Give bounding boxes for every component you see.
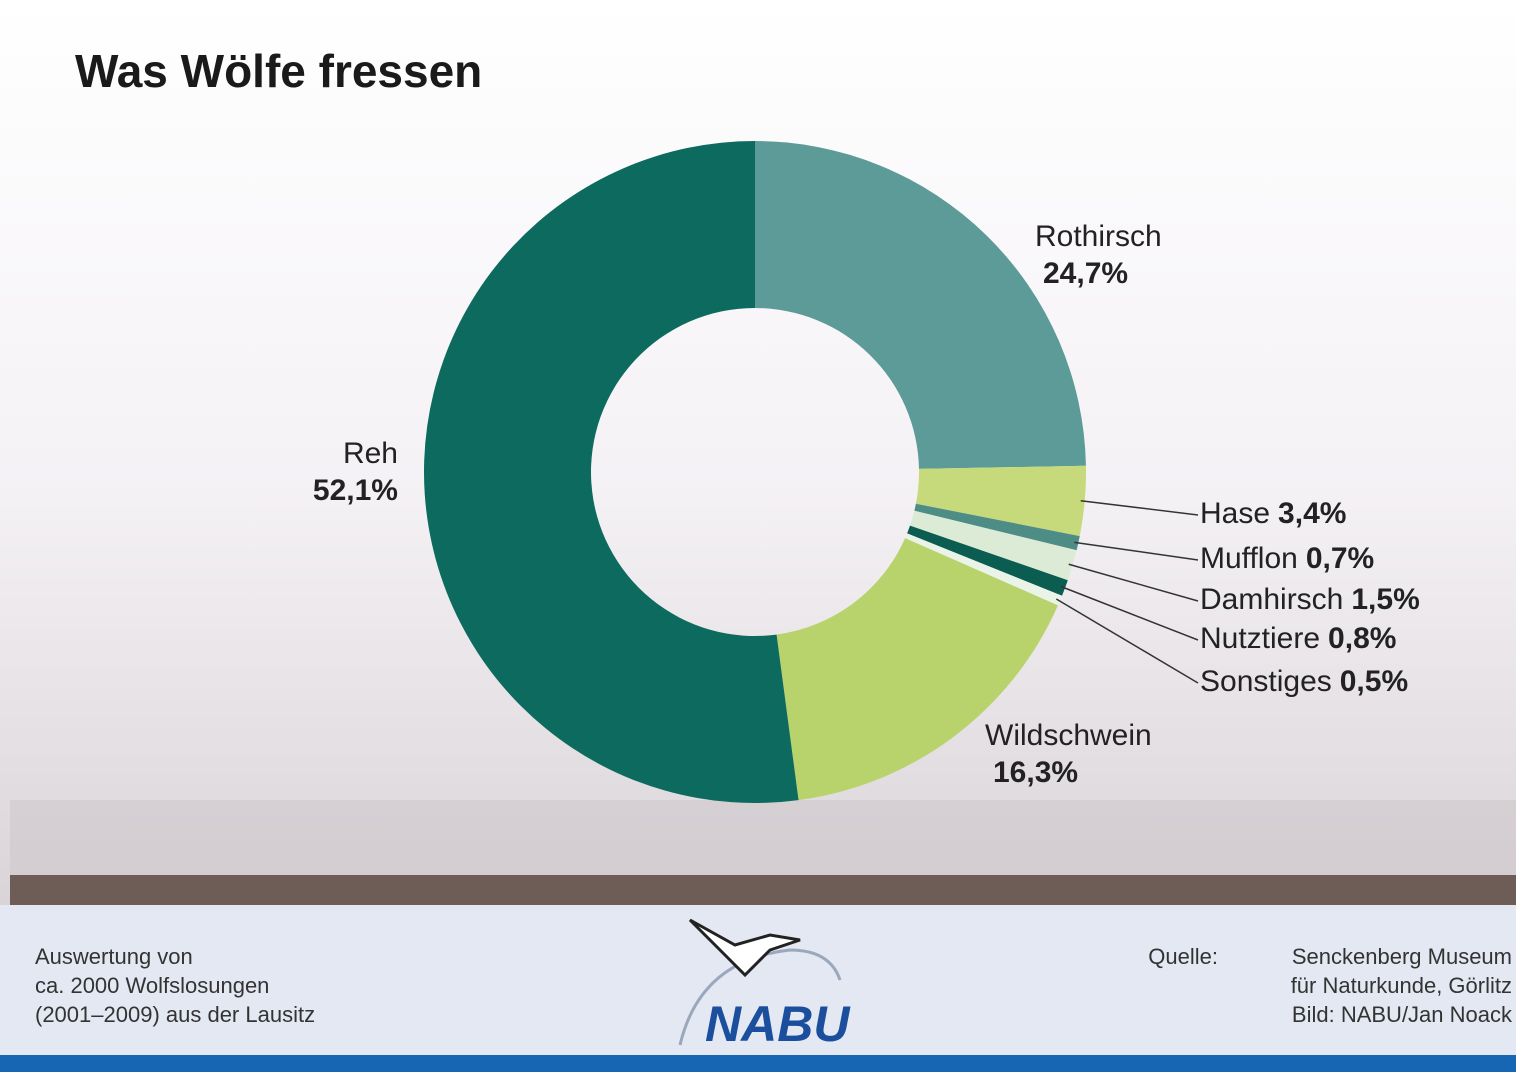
slice-name: Damhirsch	[1200, 583, 1343, 616]
slice-label: Nutztiere 0,8%	[1200, 622, 1396, 655]
leader-line	[1060, 585, 1199, 641]
slice-value-label: 0,5%	[1340, 665, 1408, 698]
slice-value-label: 3,4%	[1278, 497, 1346, 530]
leader-line	[1068, 563, 1199, 602]
slice-value-label: 52,1%	[313, 474, 398, 507]
slice-label: Rothirsch	[1035, 220, 1162, 253]
source-label: Quelle:	[1148, 944, 1218, 969]
leader-line	[1080, 499, 1199, 516]
ground	[10, 875, 1516, 905]
donut-slice	[914, 503, 1080, 551]
footer-source: für Naturkunde, Görlitz	[1291, 973, 1512, 998]
footer-bg	[0, 905, 1516, 1055]
water	[10, 800, 1516, 880]
footer-note: (2001–2009) aus der Lausitz	[35, 1002, 315, 1027]
logo-arc	[678, 948, 842, 1046]
chart-title: Was Wölfe fressen	[75, 45, 482, 97]
logo-stork	[688, 918, 801, 978]
donut-slice	[423, 141, 799, 803]
leader-line	[1055, 598, 1199, 684]
footer-source: Bild: NABU/Jan Noack	[1292, 1002, 1513, 1027]
slice-label: Damhirsch 1,5%	[1200, 583, 1420, 616]
slice-value-label: 0,7%	[1306, 542, 1374, 575]
footer-note: Auswertung von	[35, 944, 193, 969]
slice-label: Reh	[343, 437, 398, 470]
leader-line	[1074, 541, 1199, 561]
footer-source: Senckenberg Museum	[1292, 944, 1512, 969]
slice-value-label: 1,5%	[1351, 583, 1419, 616]
donut-slice	[907, 525, 1068, 596]
donut-slice	[915, 465, 1086, 537]
slice-label: Sonstiges 0,5%	[1200, 665, 1408, 698]
slice-value-label: 16,3%	[993, 756, 1078, 789]
donut-slice	[905, 533, 1062, 606]
slice-label: Hase 3,4%	[1200, 497, 1346, 530]
slice-value-label: 24,7%	[1043, 257, 1128, 290]
slice-label: Mufflon 0,7%	[1200, 542, 1374, 575]
slice-name: Sonstiges	[1200, 665, 1332, 698]
slice-value-label: 0,8%	[1328, 622, 1396, 655]
logo-text: NABU	[705, 996, 851, 1052]
donut-slice	[909, 510, 1077, 581]
donut-slice	[776, 538, 1058, 801]
slice-name: Hase	[1200, 497, 1270, 530]
slice-label: Wildschwein	[985, 719, 1152, 752]
donut-slice	[755, 141, 1086, 469]
footer-bar	[0, 1055, 1516, 1072]
slice-name: Nutztiere	[1200, 622, 1320, 655]
footer-note: ca. 2000 Wolfslosungen	[35, 973, 269, 998]
slice-name: Mufflon	[1200, 542, 1298, 575]
